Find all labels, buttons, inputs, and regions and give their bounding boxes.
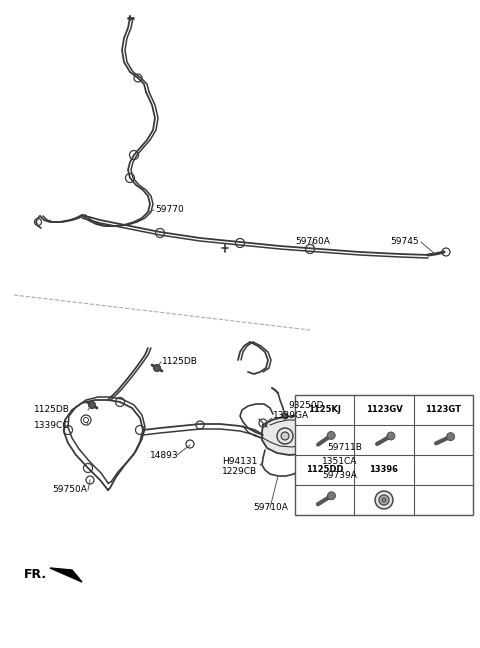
Circle shape <box>282 413 288 419</box>
Circle shape <box>154 364 160 371</box>
Circle shape <box>327 492 336 500</box>
Text: 1351CA: 1351CA <box>322 457 358 467</box>
Text: 59711B: 59711B <box>327 443 362 452</box>
Circle shape <box>379 495 389 505</box>
Circle shape <box>88 402 96 408</box>
Polygon shape <box>262 416 325 455</box>
Circle shape <box>387 432 395 440</box>
Circle shape <box>327 432 335 439</box>
Circle shape <box>375 491 393 509</box>
Text: 93250D: 93250D <box>288 400 324 410</box>
Circle shape <box>382 498 386 502</box>
Text: FR.: FR. <box>24 568 47 581</box>
Text: 1125DB: 1125DB <box>162 358 198 367</box>
Text: 1339CC: 1339CC <box>34 421 70 430</box>
Text: 13396: 13396 <box>370 465 398 474</box>
Text: 1125DD: 1125DD <box>306 465 343 474</box>
Text: 1229CB: 1229CB <box>222 467 257 476</box>
Text: 59745: 59745 <box>390 238 419 246</box>
Text: 59739A: 59739A <box>322 472 357 481</box>
Text: 59760A: 59760A <box>295 238 330 246</box>
Circle shape <box>446 433 455 441</box>
Text: 1123GV: 1123GV <box>366 406 402 415</box>
Text: 1125DB: 1125DB <box>34 406 70 415</box>
Text: 1123GT: 1123GT <box>425 406 461 415</box>
Text: 59750A: 59750A <box>52 485 87 494</box>
Circle shape <box>303 474 309 478</box>
Text: 1339GA: 1339GA <box>273 411 309 421</box>
Polygon shape <box>50 568 82 582</box>
Circle shape <box>281 432 289 440</box>
Text: 59710A: 59710A <box>253 503 288 513</box>
Text: 14893: 14893 <box>150 450 179 459</box>
Text: H94131: H94131 <box>222 457 257 467</box>
Text: 1125KJ: 1125KJ <box>308 406 341 415</box>
Text: 59770: 59770 <box>155 205 184 214</box>
Bar <box>295 395 473 515</box>
